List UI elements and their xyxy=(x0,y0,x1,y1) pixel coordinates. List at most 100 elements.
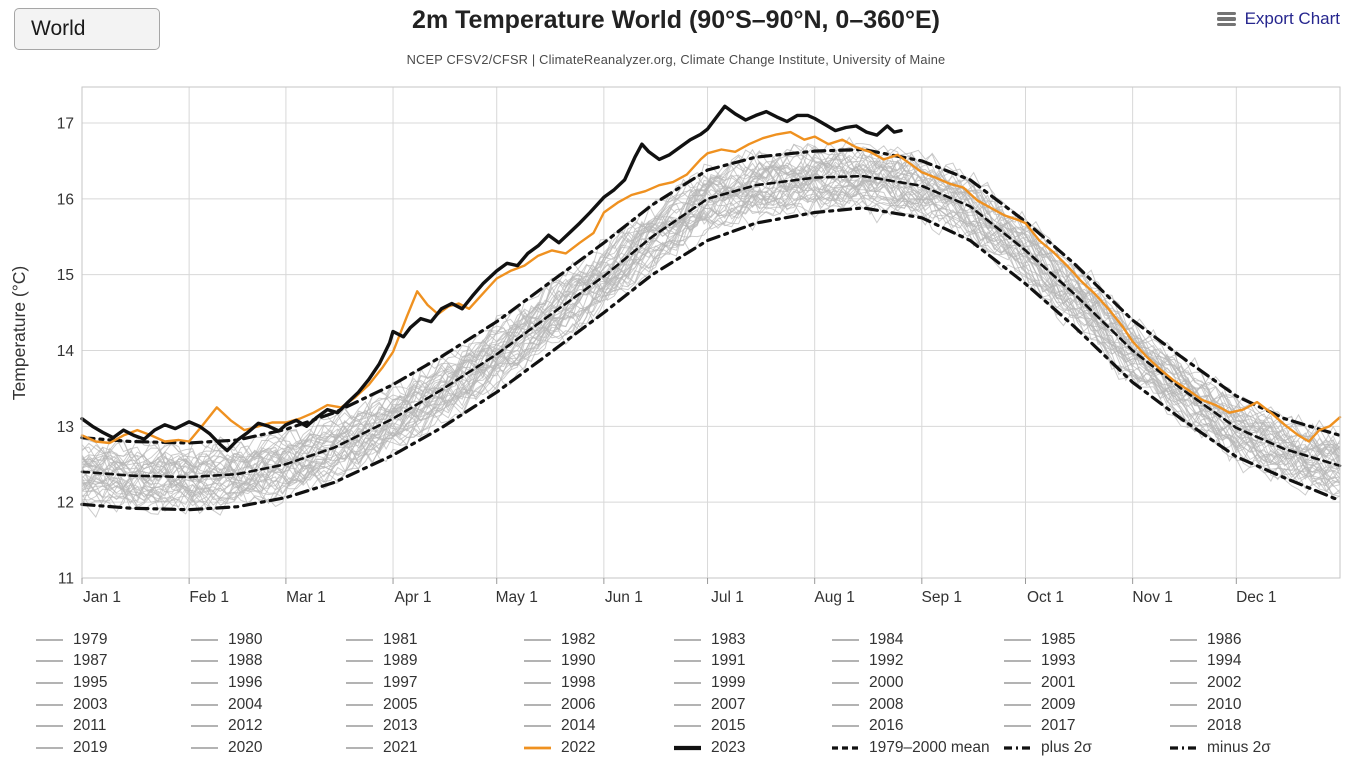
legend-item-label: 1989 xyxy=(383,652,418,670)
legend-line-swatch xyxy=(346,746,373,749)
legend-line-swatch xyxy=(524,725,551,727)
legend-item-1982[interactable]: 1982 xyxy=(523,631,673,649)
legend-item-label: 2021 xyxy=(383,738,418,756)
legend-item-label: 1992 xyxy=(869,652,904,670)
svg-text:14: 14 xyxy=(57,343,75,360)
region-selector-world-button[interactable]: World xyxy=(14,8,160,50)
legend-line-swatch xyxy=(346,703,373,706)
legend-line-swatch xyxy=(674,703,701,706)
legend-line-swatch xyxy=(1170,638,1197,641)
legend-line-swatch xyxy=(346,660,373,663)
legend-item-2008[interactable]: 2008 xyxy=(831,696,1003,714)
legend-item-2005[interactable]: 2005 xyxy=(345,696,523,714)
legend-line-swatch xyxy=(36,638,63,641)
legend-item-label: 1999 xyxy=(711,673,746,691)
legend-item-2020[interactable]: 2020 xyxy=(190,739,345,757)
legend-item-1988[interactable]: 1988 xyxy=(190,652,345,670)
legend-line-swatch xyxy=(1004,703,1031,706)
legend-item-1996[interactable]: 1996 xyxy=(190,674,345,692)
legend-item-label: 1985 xyxy=(1041,630,1076,648)
legend-item-1998[interactable]: 1998 xyxy=(523,674,673,692)
legend-item-2023[interactable]: 2023 xyxy=(673,739,831,757)
legend-item-1987[interactable]: 1987 xyxy=(35,652,190,670)
legend-item-2000[interactable]: 2000 xyxy=(831,674,1003,692)
legend-item-1997[interactable]: 1997 xyxy=(345,674,523,692)
legend-item-label: 2018 xyxy=(1207,717,1242,735)
legend-line-swatch xyxy=(36,746,63,749)
legend-item-2022[interactable]: 2022 xyxy=(523,739,673,757)
legend-item-1985[interactable]: 1985 xyxy=(1003,631,1169,649)
legend-line-swatch xyxy=(191,660,218,663)
legend-item-1983[interactable]: 1983 xyxy=(673,631,831,649)
legend-item-label: 2023 xyxy=(711,738,746,756)
legend-item-2013[interactable]: 2013 xyxy=(345,717,523,735)
chart-legend: 1979 1980 1981 1982 1983 1984 1985 1986 1987 1988… xyxy=(0,629,1352,759)
legend-line-swatch xyxy=(191,682,218,684)
legend-item-2015[interactable]: 2015 xyxy=(673,717,831,735)
legend-item-2003[interactable]: 2003 xyxy=(35,696,190,714)
legend-item-1986[interactable]: 1986 xyxy=(1169,631,1319,649)
legend-item-1992[interactable]: 1992 xyxy=(831,652,1003,670)
legend-item-1990[interactable]: 1990 xyxy=(523,652,673,670)
legend-item-2001[interactable]: 2001 xyxy=(1003,674,1169,692)
legend-item-label: 2013 xyxy=(383,717,418,735)
legend-item-2006[interactable]: 2006 xyxy=(523,696,673,714)
legend-item-2021[interactable]: 2021 xyxy=(345,739,523,757)
page-title: 2m Temperature World (90°S–90°N, 0–360°E… xyxy=(412,6,940,34)
legend-item-label: 2006 xyxy=(561,695,596,713)
legend-item-label: 1987 xyxy=(73,652,108,670)
legend-item-1989[interactable]: 1989 xyxy=(345,652,523,670)
export-chart-button[interactable]: Export Chart xyxy=(1216,9,1340,29)
legend-item-label: 1980 xyxy=(228,630,263,648)
legend-item-2010[interactable]: 2010 xyxy=(1169,696,1319,714)
legend-line-swatch xyxy=(674,725,701,727)
legend-item-1984[interactable]: 1984 xyxy=(831,631,1003,649)
temperature-chart-plot-area[interactable]: 11 12 13 14 15 16 17 Jan 1 Feb 1 Mar 1 Apr 1 May 1 J… xyxy=(0,0,1352,624)
legend-item-2009[interactable]: 2009 xyxy=(1003,696,1169,714)
legend-item-label: minus 2σ xyxy=(1207,738,1271,756)
legend-line-swatch xyxy=(832,725,859,727)
legend-item-2017[interactable]: 2017 xyxy=(1003,717,1169,735)
legend-item-1999[interactable]: 1999 xyxy=(673,674,831,692)
svg-text:Nov 1: Nov 1 xyxy=(1132,589,1173,606)
legend-item-1980[interactable]: 1980 xyxy=(190,631,345,649)
legend-item-label: 2022 xyxy=(561,738,596,756)
legend-line-swatch xyxy=(1004,660,1031,663)
svg-text:Feb 1: Feb 1 xyxy=(189,589,229,606)
legend-item-2014[interactable]: 2014 xyxy=(523,717,673,735)
legend-item-2018[interactable]: 2018 xyxy=(1169,717,1319,735)
legend-line-swatch xyxy=(832,746,859,750)
legend-item-label: 1979–2000 mean xyxy=(869,738,990,756)
svg-text:Dec 1: Dec 1 xyxy=(1236,589,1277,606)
legend-item-2012[interactable]: 2012 xyxy=(190,717,345,735)
legend-item-1981[interactable]: 1981 xyxy=(345,631,523,649)
legend-item-1979-2000-mean[interactable]: 1979–2000 mean xyxy=(831,739,1003,757)
legend-item-plus-2-[interactable]: plus 2σ xyxy=(1003,739,1169,757)
svg-text:Jan 1: Jan 1 xyxy=(83,589,121,606)
legend-line-swatch xyxy=(191,703,218,706)
legend-line-swatch xyxy=(36,703,63,706)
legend-item-2004[interactable]: 2004 xyxy=(190,696,345,714)
legend-line-swatch xyxy=(1004,746,1031,750)
legend-item-2002[interactable]: 2002 xyxy=(1169,674,1319,692)
legend-item-2016[interactable]: 2016 xyxy=(831,717,1003,735)
legend-item-label: 2007 xyxy=(711,695,746,713)
legend-item-2019[interactable]: 2019 xyxy=(35,739,190,757)
legend-item-1979[interactable]: 1979 xyxy=(35,631,190,649)
legend-item-label: 2002 xyxy=(1207,673,1242,691)
legend-item-1994[interactable]: 1994 xyxy=(1169,652,1319,670)
legend-line-swatch xyxy=(1170,703,1197,706)
svg-text:Oct 1: Oct 1 xyxy=(1027,589,1064,606)
legend-item-1991[interactable]: 1991 xyxy=(673,652,831,670)
svg-text:13: 13 xyxy=(57,419,74,436)
legend-line-swatch xyxy=(674,660,701,663)
legend-item-2011[interactable]: 2011 xyxy=(35,717,190,735)
legend-item-2007[interactable]: 2007 xyxy=(673,696,831,714)
legend-item-1993[interactable]: 1993 xyxy=(1003,652,1169,670)
legend-item-minus-2-[interactable]: minus 2σ xyxy=(1169,739,1319,757)
legend-item-1995[interactable]: 1995 xyxy=(35,674,190,692)
legend-item-label: 1981 xyxy=(383,630,418,648)
legend-line-swatch xyxy=(832,703,859,706)
legend-item-label: plus 2σ xyxy=(1041,738,1092,756)
legend-line-swatch xyxy=(832,638,859,641)
